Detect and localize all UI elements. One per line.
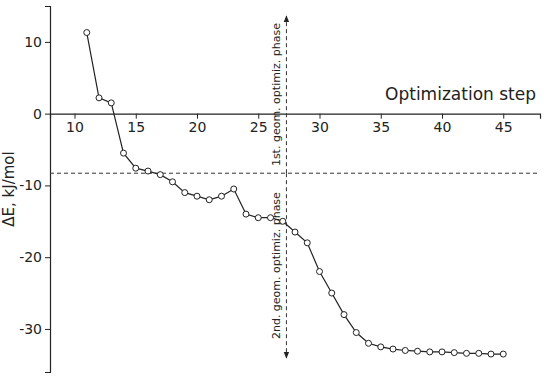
data-point: [243, 211, 249, 217]
data-point: [415, 348, 421, 354]
data-point: [133, 165, 139, 171]
tick: -10: [19, 177, 50, 193]
tick: 25: [250, 114, 268, 135]
tick-label: 20: [189, 119, 207, 135]
v-reference-line: [286, 16, 287, 173]
data-point: [182, 190, 188, 196]
tick-label: 35: [372, 119, 390, 135]
tick-mark: [45, 114, 50, 115]
data-point: [170, 179, 176, 185]
data-point: [157, 172, 163, 178]
tick-label: -30: [19, 321, 42, 337]
data-point: [427, 349, 433, 355]
axis-line: [51, 114, 541, 119]
phase-annotation: 2nd. geom. optimiz. phase: [270, 192, 283, 339]
data-point: [121, 150, 127, 156]
tick-label: 10: [24, 34, 42, 50]
tick: 20: [189, 114, 207, 135]
data-point: [292, 229, 298, 235]
data-line: [87, 33, 504, 355]
y-axis-title: ΔE, kJ/mol: [0, 151, 18, 226]
h-reference-line: [50, 173, 540, 174]
data-point: [304, 240, 310, 246]
axis-line: [45, 7, 51, 373]
data-point: [451, 350, 457, 356]
tick: 0: [33, 106, 50, 122]
tick-label: 10: [66, 119, 84, 135]
tick: 40: [434, 114, 452, 135]
tick-label: -10: [19, 177, 42, 193]
data-point: [231, 186, 237, 192]
data-point: [317, 269, 323, 275]
tick-label: 30: [311, 119, 329, 135]
data-point: [194, 193, 200, 199]
tick-label: 40: [434, 119, 452, 135]
tick-mark: [45, 329, 50, 330]
data-point: [96, 95, 102, 101]
tick-label: 25: [250, 119, 268, 135]
chart-svg: 10 15 20 25 30 35 40 45 -30 -20 -10 0 10 ΔE, kJ/mol Op…: [0, 0, 550, 380]
tick: 30: [311, 114, 329, 135]
tick: 45: [495, 114, 513, 135]
plot-area: [84, 30, 507, 358]
data-point: [353, 330, 359, 336]
data-point: [464, 350, 470, 356]
tick-mark: [45, 185, 50, 186]
data-point: [488, 351, 494, 357]
tick-label: -20: [19, 249, 42, 265]
tick-mark: [45, 42, 50, 43]
tick-label: 45: [495, 119, 513, 135]
data-point: [145, 168, 151, 174]
data-point: [390, 346, 396, 352]
tick: 35: [372, 114, 390, 135]
data-point: [219, 193, 225, 199]
y-axis: -30 -20 -10 0 10: [19, 7, 50, 373]
tick: -30: [19, 321, 50, 337]
data-point: [402, 347, 408, 353]
data-point: [206, 197, 212, 203]
reference-lines: [50, 16, 540, 358]
tick: 10: [24, 34, 50, 50]
data-point: [476, 350, 482, 356]
tick-mark: [45, 257, 50, 258]
data-point: [366, 340, 372, 346]
data-point: [108, 100, 114, 106]
data-point: [439, 349, 445, 355]
data-point: [280, 218, 286, 224]
chart-container: 10 15 20 25 30 35 40 45 -30 -20 -10 0 10 ΔE, kJ/mol Op…: [0, 0, 550, 380]
tick: 10: [66, 114, 84, 135]
data-point: [329, 290, 335, 296]
data-point: [378, 344, 384, 350]
tick: -20: [19, 249, 50, 265]
tick-label: 15: [127, 119, 145, 135]
tick-label: 0: [33, 106, 42, 122]
data-point: [255, 215, 261, 221]
phase-annotation: 1st. geom. optimiz. phase: [270, 23, 283, 166]
v-reference-line: [286, 173, 287, 358]
x-axis: 10 15 20 25 30 35 40 45: [51, 114, 541, 135]
x-axis-title: Optimization step: [385, 84, 536, 104]
tick: 15: [127, 114, 145, 135]
data-point: [84, 30, 90, 36]
data-point: [500, 351, 506, 357]
data-point: [341, 312, 347, 318]
data-point: [268, 215, 274, 221]
